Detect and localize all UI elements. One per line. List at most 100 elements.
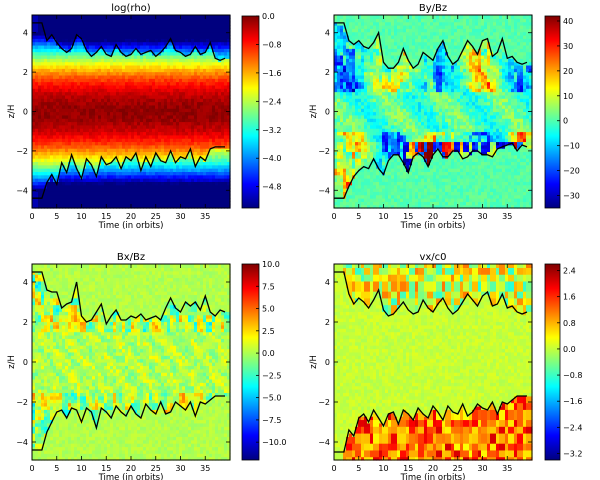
- heatmap-cell: [158, 181, 162, 186]
- heatmap-cell: [164, 134, 168, 139]
- heatmap-cell: [140, 184, 144, 189]
- heatmap-cell: [32, 21, 36, 26]
- heatmap-cell: [334, 38, 338, 43]
- heatmap-cell: [32, 81, 36, 86]
- heatmap-cell: [218, 78, 222, 83]
- heatmap-cell: [173, 28, 177, 33]
- heatmap-cell: [161, 204, 165, 209]
- heatmap-cell: [47, 38, 51, 43]
- heatmap-cell: [62, 28, 66, 33]
- heatmap-cell: [191, 41, 195, 46]
- heatmap-cell: [191, 104, 195, 109]
- heatmap-cell: [137, 188, 141, 192]
- heatmap-cell: [143, 98, 147, 103]
- heatmap-cell: [197, 124, 201, 129]
- heatmap-cell: [74, 121, 78, 126]
- heatmap-cell: [343, 94, 347, 99]
- heatmap-cell: [361, 31, 365, 36]
- heatmap-cell: [191, 34, 195, 39]
- heatmap-cell: [379, 118, 383, 123]
- heatmap-cell: [86, 181, 90, 186]
- heatmap-cell: [370, 15, 374, 19]
- heatmap-cell: [152, 181, 156, 186]
- heatmap-cell: [340, 181, 344, 186]
- heatmap-cell: [361, 74, 365, 79]
- heatmap-cell: [376, 118, 380, 123]
- heatmap-cell: [149, 34, 153, 39]
- heatmap-cell: [200, 84, 204, 89]
- heatmap-cell: [200, 174, 204, 179]
- heatmap-cell: [176, 124, 180, 129]
- heatmap-cell: [355, 101, 359, 106]
- heatmap-cell: [77, 164, 81, 169]
- heatmap-cell: [104, 54, 108, 59]
- heatmap-cell: [56, 194, 60, 199]
- heatmap-cell: [215, 161, 219, 166]
- heatmap-cell: [203, 181, 207, 186]
- heatmap-cell: [176, 81, 180, 86]
- heatmap-cell: [340, 44, 344, 49]
- heatmap-cell: [137, 134, 141, 139]
- heatmap-cell: [346, 158, 350, 163]
- lower-boundary-line: [32, 146, 225, 199]
- heatmap-cell: [164, 178, 168, 182]
- heatmap-cell: [212, 91, 216, 96]
- heatmap-cell: [140, 91, 144, 96]
- heatmap-cell: [149, 111, 153, 116]
- heatmap-cell: [197, 38, 201, 43]
- heatmap-cell: [343, 154, 347, 159]
- heatmap-cell: [170, 94, 174, 99]
- heatmap-cell: [98, 188, 102, 192]
- heatmap-cell: [355, 134, 359, 139]
- heatmap-cell: [164, 121, 168, 126]
- heatmap-cell: [179, 114, 183, 119]
- heatmap-cell: [95, 201, 99, 206]
- heatmap-cell: [107, 78, 111, 83]
- heatmap-cell: [373, 94, 377, 99]
- heatmap-cell: [358, 111, 362, 116]
- heatmap-cell: [41, 84, 45, 89]
- heatmap-cell: [179, 118, 183, 123]
- heatmap-cell: [38, 34, 42, 39]
- heatmap-cell: [35, 38, 39, 43]
- heatmap-cell: [65, 64, 69, 69]
- heatmap-cell: [173, 21, 177, 26]
- heatmap-cell: [59, 108, 63, 113]
- heatmap-cell: [227, 48, 231, 53]
- heatmap-cell: [164, 194, 168, 199]
- heatmap-cell: [164, 168, 168, 172]
- heatmap-cell: [113, 131, 117, 136]
- heatmap-cell: [83, 34, 87, 39]
- heatmap-cell: [197, 58, 201, 63]
- heatmap-cell: [158, 54, 162, 59]
- heatmap-cell: [125, 128, 129, 133]
- heatmap-cell: [59, 138, 63, 143]
- heatmap-cell: [119, 71, 123, 76]
- heatmap-cell: [62, 178, 66, 182]
- heatmap-cell: [95, 138, 99, 143]
- heatmap-cell: [47, 181, 51, 186]
- heatmap-cell: [77, 191, 81, 196]
- heatmap-cell: [134, 161, 138, 166]
- heatmap-cell: [173, 61, 177, 66]
- heatmap-cell: [101, 48, 105, 53]
- heatmap-cell: [349, 151, 353, 156]
- heatmap-cell: [364, 21, 368, 26]
- heatmap-cell: [65, 78, 69, 83]
- heatmap-cell: [173, 144, 177, 149]
- heatmap-cell: [206, 174, 210, 179]
- heatmap-cell: [209, 148, 213, 153]
- heatmap-cell: [373, 51, 377, 56]
- heatmap-cell: [382, 128, 386, 133]
- heatmap-cell: [65, 118, 69, 123]
- heatmap-cell: [53, 84, 57, 89]
- heatmap-cell: [53, 144, 57, 149]
- heatmap-cell: [376, 41, 380, 46]
- heatmap-cell: [197, 84, 201, 89]
- heatmap-cell: [182, 204, 186, 209]
- heatmap-cell: [370, 154, 374, 159]
- heatmap-cell: [110, 18, 114, 23]
- heatmap-cell: [379, 74, 383, 79]
- heatmap-cell: [104, 204, 108, 209]
- heatmap-cell: [149, 64, 153, 69]
